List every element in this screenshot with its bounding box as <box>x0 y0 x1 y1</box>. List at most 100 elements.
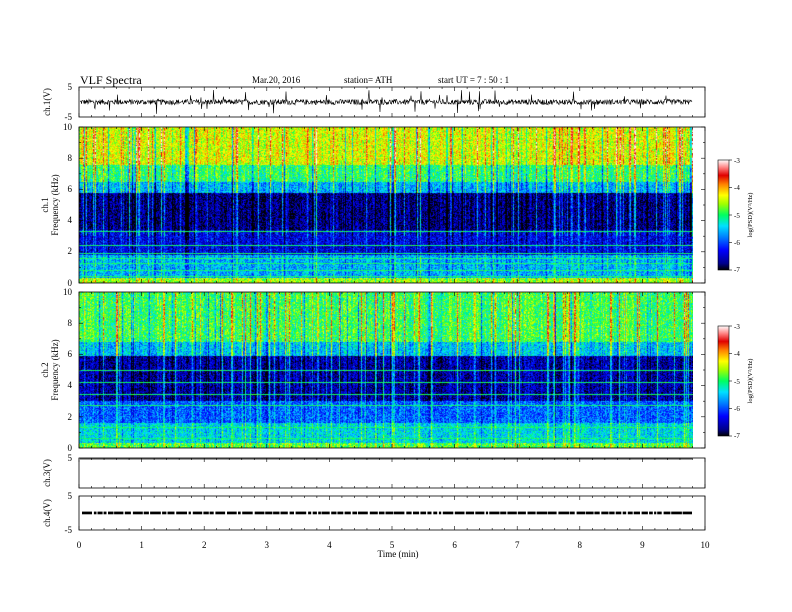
ch2-colorbar-tick-m5: -5 <box>734 378 740 386</box>
x-axis-tick-label: 1 <box>139 540 144 550</box>
ch2-freq-tick-6: 6 <box>68 349 73 359</box>
x-axis-tick-label: 4 <box>327 540 332 550</box>
ch1-waveform-panel: 5 -5 ch.1(V) <box>42 82 706 122</box>
ch4-waveform-segment <box>536 511 547 515</box>
ch4-waveform-segment <box>203 511 209 515</box>
ch2-colorbar-tick-m6: -6 <box>734 405 740 413</box>
x-axis-tick-label: 6 <box>452 540 457 550</box>
ch4-waveform-segment <box>671 511 682 515</box>
ch4-waveform-segment <box>124 511 131 515</box>
ch1-colorbar-tick-m7: -7 <box>734 266 740 274</box>
ch4-waveform-segment <box>406 511 412 515</box>
ch2-colorbar-ramp <box>717 325 730 437</box>
ch4-waveform-segment <box>615 511 622 515</box>
ch4-waveform-segment <box>167 511 175 515</box>
ch4-waveform-segment <box>378 511 385 515</box>
ch4-waveform-segment <box>108 511 114 515</box>
ch4-waveform-segment <box>454 511 465 515</box>
ch1-waveform-trace <box>79 89 693 114</box>
ch4-waveform-segment <box>132 511 143 515</box>
ch4-waveform-segment <box>337 511 344 515</box>
figure-title: VLF Spectra <box>80 73 142 87</box>
ch2-freq-tick-0: 0 <box>68 443 73 453</box>
ch4-waveform-segment <box>475 511 485 515</box>
ch4-waveform-segment <box>527 511 536 515</box>
ch4-waveform-segment <box>295 511 307 515</box>
start-ut-label: start UT = 7 : 50 : 1 <box>438 75 509 85</box>
x-axis-tick-label: 5 <box>390 540 395 550</box>
ch4-waveform-segment <box>393 511 405 515</box>
ch1-freq-tick-10: 10 <box>63 122 73 132</box>
ch1-waveform-x-ticks <box>78 87 706 117</box>
ch4-waveform-segment <box>576 511 585 515</box>
ch4-waveform-segment <box>176 511 187 515</box>
ch4-waveform-segment <box>438 511 442 515</box>
ch1-spectrogram-ticks <box>78 126 706 284</box>
ch1-waveform-ylabel: ch.1(V) <box>42 88 52 116</box>
x-axis-tick-label: 10 <box>701 540 711 550</box>
ch4-waveform-segment <box>318 511 321 515</box>
ch1-colorbar: -3 -4 -5 -6 -7 log(PSD)(V²/Hz) <box>717 157 754 274</box>
ch4-waveform-panel: 5 -5 ch.4(V) <box>42 491 706 535</box>
ch2-spectrogram-image <box>79 292 693 448</box>
x-axis-tick-label: 7 <box>515 540 520 550</box>
ch4-waveform-segment <box>352 511 357 515</box>
ch1-spectrogram-ylabel-frequency: Frequency (kHz) <box>50 174 60 235</box>
ch1-colorbar-tick-m3: -3 <box>734 157 740 165</box>
ch4-waveform-segment <box>433 511 438 515</box>
ch4-waveform-ylabel: ch.4(V) <box>42 499 52 527</box>
ch3-waveform-ylabel: ch.3(V) <box>42 459 52 487</box>
ch4-waveform-segment <box>657 511 662 515</box>
ch4-ytick-top: 5 <box>68 491 73 501</box>
ch4-waveform-segment <box>265 511 273 515</box>
ch4-waveform-segment <box>192 511 203 515</box>
ch4-waveform-segment <box>209 511 214 515</box>
ch4-waveform-segment <box>385 511 394 515</box>
ch4-waveform-segment <box>227 511 237 515</box>
ch2-colorbar-tick-m7: -7 <box>734 432 740 440</box>
ch2-colorbar-tick-m4: -4 <box>734 350 740 358</box>
ch4-waveform-x-ticks <box>78 496 706 530</box>
ch4-waveform-segment <box>500 511 507 515</box>
ch2-colorbar-tick-m3: -3 <box>734 323 740 331</box>
ch1-colorbar-tick-m5: -5 <box>734 212 740 220</box>
ch4-waveform-segment <box>312 511 317 515</box>
ch4-waveform-segment <box>485 511 489 515</box>
x-axis-tick-labels: 0 1 2 3 4 5 6 7 8 9 10 <box>77 540 710 550</box>
ch2-colorbar-label: log(PSD)(V²/Hz) <box>747 359 754 404</box>
ch1-spectrogram-image <box>79 127 693 283</box>
ch4-waveform-segment <box>641 511 648 515</box>
ch4-waveform-segment <box>517 511 526 515</box>
ch4-waveform-segment <box>649 511 653 515</box>
x-axis-tick-label: 2 <box>202 540 207 550</box>
ch4-waveform-segment <box>143 511 149 515</box>
ch4-waveform-segment <box>507 511 517 515</box>
ch4-waveform-segment <box>238 511 241 515</box>
ch2-spectrogram-ylabel-frequency: Frequency (kHz) <box>50 339 60 400</box>
ch4-waveform-segment <box>188 511 191 515</box>
ch4-waveform-segment <box>162 511 167 515</box>
ch4-waveform-segment <box>585 511 594 515</box>
ch4-waveform-segment <box>82 511 92 515</box>
ch4-waveform-segment <box>93 511 97 515</box>
x-axis-tick-label: 3 <box>265 540 270 550</box>
ch1-colorbar-tick-m6: -6 <box>734 239 740 247</box>
ch4-waveform-segment <box>547 511 557 515</box>
ch2-spectrogram-ticks <box>78 291 706 449</box>
ch1-colorbar-ramp <box>717 159 730 271</box>
ch4-waveform-segment <box>627 511 633 515</box>
ch1-freq-tick-4: 4 <box>68 215 73 225</box>
ch4-waveform-segment <box>663 511 671 515</box>
ch4-waveform-segment <box>622 511 627 515</box>
ch4-waveform-segment <box>357 511 368 515</box>
ch4-waveform-segment <box>442 511 454 515</box>
ch4-waveform-segment <box>150 511 161 515</box>
ch4-waveform-segment <box>413 511 420 515</box>
ch2-spectrogram-ylabel-channel: ch.2 <box>40 362 50 377</box>
ch3-ytick-top: 5 <box>68 453 73 463</box>
ch4-waveform-segment <box>215 511 226 515</box>
ch4-waveform-segment <box>654 511 657 515</box>
ch1-colorbar-tick-m4: -4 <box>734 184 740 192</box>
x-axis-tick-label: 9 <box>640 540 645 550</box>
ch4-waveform-trace <box>82 511 692 515</box>
